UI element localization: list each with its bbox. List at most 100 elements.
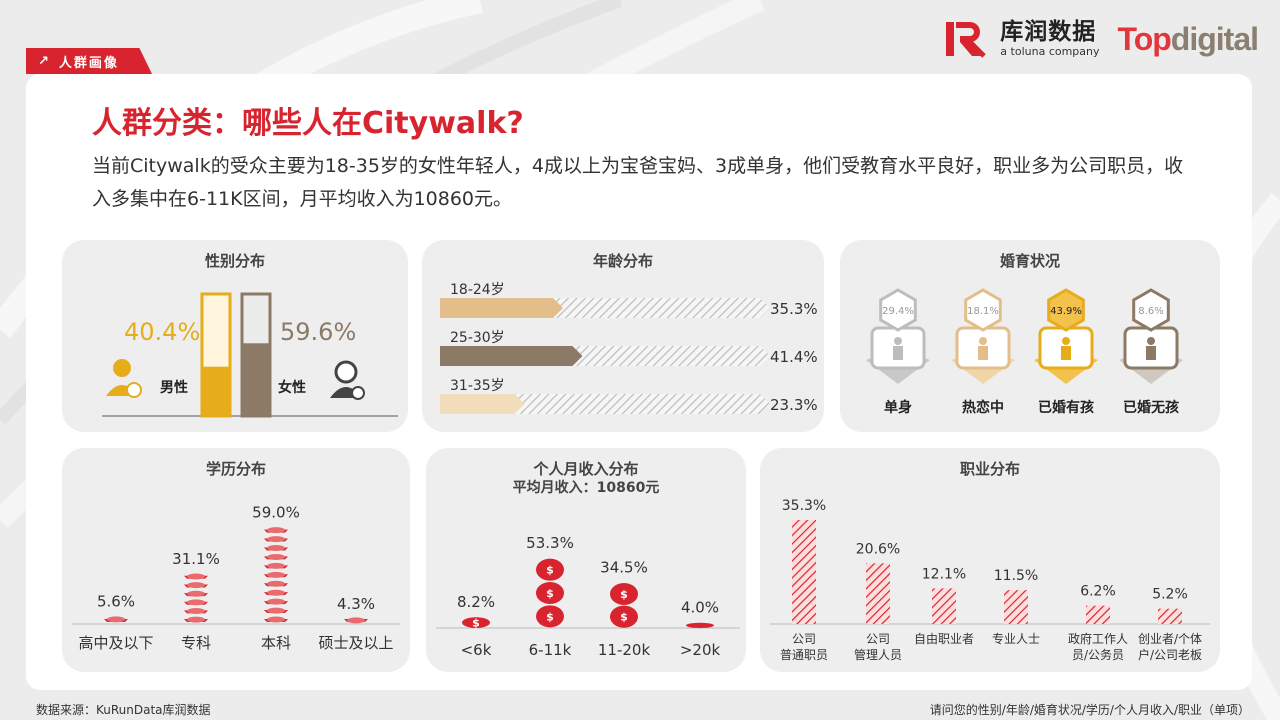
income-bar — [686, 622, 714, 628]
age-chart: 18-24岁 35.3% 25-30岁 41.4% 31-35岁 23.3% — [440, 282, 818, 414]
income-chart: $8.2% <6k $ $ $53.3% 6-11k $ $34.5% 11-20k 4.0% >2… — [436, 534, 740, 659]
age-card: 年龄分布 18-24岁 35.3% 25-30岁 41.4% 31-35岁 23.3% — [422, 240, 824, 432]
arrow-icon: ↗ — [38, 53, 51, 69]
page-title: 人群分类：哪些人在Citywalk? — [92, 106, 524, 141]
age-card-title: 年龄分布 — [592, 252, 653, 270]
education-card: 学历分布 5.6% 高中及以下 31.1% 专科 59.0% 本科 4.3% 硕士及以上 — [62, 448, 410, 672]
marital-icon — [951, 288, 1015, 384]
section-tag: ↗ 人群画像 — [26, 48, 152, 74]
income-card: 个人月收入分布 平均月收入：10860元 $8.2% <6k $ $ $53.3% 6-1… — [426, 448, 746, 672]
education-stack-top — [187, 599, 205, 606]
occupation-value-label: 35.3% — [782, 498, 826, 514]
education-stack-top — [187, 590, 205, 597]
marital-icon — [1034, 288, 1098, 384]
income-value-label: 53.3% — [526, 534, 574, 552]
education-bar — [344, 617, 368, 624]
occupation-bar — [932, 588, 956, 624]
gender-value-label: 40.4% — [124, 318, 200, 346]
marital-value-label: 8.6% — [1138, 306, 1163, 317]
education-category-label: 本科 — [261, 634, 291, 652]
occupation-category-line: 户/公司老板 — [1138, 647, 1202, 662]
occupation-category-label: 专业人士 — [992, 631, 1040, 646]
occupation-value-label: 11.5% — [994, 568, 1038, 584]
age-category-label: 25-30岁 — [450, 330, 505, 346]
education-value-label: 4.3% — [337, 595, 375, 613]
marital-person-head — [1062, 337, 1070, 345]
male-icon — [106, 359, 142, 398]
occupation-bar — [866, 563, 890, 624]
marital-person-body — [1061, 346, 1071, 360]
education-stack-top — [187, 616, 205, 623]
education-bar — [104, 616, 128, 623]
education-bar — [184, 573, 208, 623]
income-category-label: 6-11k — [529, 641, 572, 659]
education-category-label: 硕士及以上 — [318, 634, 393, 652]
occupation-category-label: 公司管理人员 — [854, 632, 902, 662]
money-bag-icon — [610, 605, 638, 628]
marital-hexagon — [1047, 288, 1085, 332]
marital-icon — [866, 288, 930, 384]
education-value-label: 5.6% — [97, 593, 135, 611]
income-card-title: 个人月收入分布 — [533, 460, 639, 478]
marital-category-label: 单身 — [884, 399, 912, 416]
dollar-icon: $ — [620, 588, 628, 601]
age-bar — [440, 298, 563, 318]
education-stack-top — [107, 616, 125, 623]
money-bag-icon — [686, 622, 714, 628]
topdigital-logo-top: Top — [1117, 20, 1172, 57]
education-stack-top — [187, 573, 205, 580]
money-bag-icon — [610, 583, 638, 606]
education-stack-top — [267, 580, 285, 587]
occupation-category-line: 公司 — [866, 632, 890, 646]
age-value-label: 35.3% — [770, 300, 818, 318]
marital-person-body — [1146, 346, 1156, 360]
occupation-bar — [1004, 590, 1028, 624]
education-value-label: 59.0% — [252, 504, 300, 522]
gender-category-label: 女性 — [278, 379, 306, 396]
dollar-icon: $ — [546, 610, 554, 623]
occupation-category-label: 创业者/个体户/公司老板 — [1138, 632, 1202, 662]
data-source: 数据来源：KuRunData库润数据 — [36, 703, 211, 717]
marital-value-label: 43.9% — [1050, 306, 1082, 317]
education-stack-top — [267, 589, 285, 596]
male-icon-clock — [126, 382, 142, 398]
education-category-label: 高中及以下 — [78, 634, 153, 652]
marital-hexagon — [964, 288, 1002, 332]
occupation-category-label: 公司普通职员 — [780, 632, 828, 662]
marital-category-label: 热恋中 — [962, 399, 1004, 416]
income-bar — [610, 583, 638, 628]
education-chart: 5.6% 高中及以下 31.1% 专科 59.0% 本科 4.3% 硕士及以上 — [72, 504, 400, 652]
topdigital-logo: Topdigital — [1117, 20, 1259, 58]
marital-hexagon — [879, 288, 917, 332]
marital-card-title: 婚育状况 — [999, 252, 1060, 270]
kurun-logo-icon — [946, 22, 987, 58]
income-value-label: 34.5% — [600, 559, 648, 577]
gender-chart: 40.4% 59.6% 男性 女性 — [102, 292, 398, 418]
money-bag-icon — [536, 605, 564, 628]
occupation-bar — [1158, 608, 1182, 624]
occupation-bar — [792, 520, 816, 624]
female-icon-head — [334, 360, 358, 384]
gender-card-title: 性别分布 — [204, 252, 265, 270]
age-bar — [440, 394, 525, 414]
occupation-category-line: 政府工作人 — [1068, 631, 1128, 646]
occupation-category-line: 公司 — [792, 632, 816, 646]
occupation-value-label: 6.2% — [1080, 584, 1116, 600]
marital-category-label: 已婚有孩 — [1038, 399, 1094, 416]
dollar-icon: $ — [546, 564, 554, 577]
money-bag-icon — [536, 582, 564, 604]
occupation-category-line: 创业者/个体 — [1138, 632, 1202, 646]
marital-person-head — [1147, 337, 1155, 345]
occupation-value-label: 12.1% — [922, 566, 966, 582]
money-bag-icon — [462, 617, 490, 628]
education-stack-top — [267, 536, 285, 543]
education-card-title: 学历分布 — [205, 460, 266, 478]
education-stack-top — [267, 616, 285, 623]
marital-chart: 29.4% 单身 18.1% 热恋中 43.9% 已婚有孩 8.6% 已婚无孩 — [866, 288, 1183, 416]
occupation-category-line: 普通职员 — [780, 648, 828, 662]
marital-value-label: 29.4% — [882, 306, 914, 317]
occupation-card: 职业分布 35.3% 公司普通职员 20.6% 公司管理人员 12.1% 自由职业者 11.… — [760, 448, 1220, 672]
marital-hexagon — [1132, 288, 1170, 332]
income-category-label: >20k — [680, 641, 721, 659]
kurun-logo-cn: 库润数据 — [1000, 19, 1097, 46]
